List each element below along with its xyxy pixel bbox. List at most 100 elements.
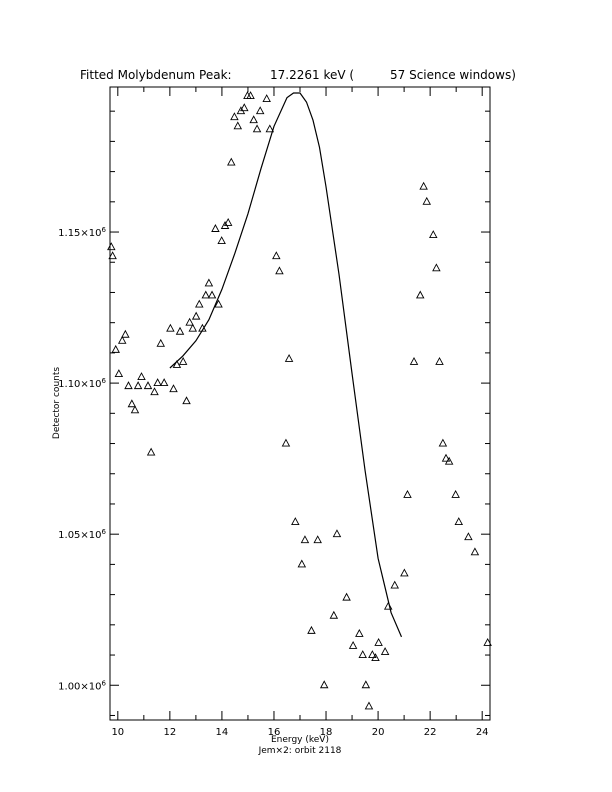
data-point-triangle	[124, 381, 133, 390]
data-point-triangle	[227, 157, 236, 166]
data-point-triangle	[380, 647, 390, 655]
data-point-triangle	[403, 489, 412, 498]
data-point-triangle	[255, 106, 265, 115]
x-axis: 10 12 14 16 18 20 22 24	[111, 87, 489, 738]
chart-title: Fitted Molybdenum Peak: 17.2261 keV ( 57…	[80, 68, 516, 82]
data-point-triangle	[265, 124, 275, 133]
data-point-triangle	[108, 251, 117, 260]
x-tick-label: 16	[268, 727, 281, 738]
data-point-triangle	[361, 680, 371, 689]
data-point-triangle	[201, 290, 211, 299]
data-point-triangle	[233, 121, 243, 130]
y-tick-label: 1.05×106	[58, 528, 106, 541]
data-point-triangle	[195, 299, 204, 308]
data-point-triangle	[198, 323, 207, 332]
data-point-triangle	[441, 453, 451, 462]
data-point-triangle	[166, 323, 175, 332]
x-tick-label: 10	[111, 727, 124, 738]
data-point-triangle	[419, 181, 428, 190]
data-point-triangle	[291, 517, 300, 526]
y-tick-mantissa: 1.10×10	[58, 379, 101, 390]
data-point-triangle	[329, 610, 339, 619]
data-point-triangle	[207, 290, 217, 299]
data-point-triangle	[348, 641, 358, 649]
data-point-triangle	[435, 357, 444, 365]
y-tick-label: 1.00×106	[58, 679, 106, 692]
data-point-triangle	[117, 335, 127, 344]
data-point-triangle	[130, 405, 140, 414]
data-point-triangle	[429, 230, 438, 239]
data-point-triangle	[178, 357, 188, 365]
data-point-triangle	[150, 387, 159, 396]
data-point-triangle	[107, 242, 116, 251]
data-point-triangle	[172, 360, 182, 368]
title-part-1: Fitted Molybdenum Peak:	[80, 68, 232, 82]
data-point-triangle	[368, 650, 377, 658]
data-point-triangle	[214, 299, 223, 308]
y-tick-label: 1.10×106	[58, 377, 106, 390]
data-point-triangle	[342, 592, 351, 601]
data-point-triangle	[464, 532, 473, 541]
title-part-2: 17.2261 keV (	[270, 68, 354, 82]
y-axis-title: Detector counts	[52, 367, 62, 439]
data-point-triangle	[444, 456, 454, 465]
y-tick-exponent: 6	[102, 528, 107, 536]
data-point-triangle	[281, 438, 291, 447]
data-point-triangle	[204, 278, 214, 287]
data-point-triangle	[451, 489, 460, 498]
data-point-triangle	[246, 91, 255, 100]
data-point-triangle	[319, 680, 329, 689]
data-point-triangle	[313, 535, 322, 544]
data-point-triangle	[383, 601, 393, 610]
data-point-triangle	[185, 317, 194, 326]
data-point-triangle	[146, 447, 156, 456]
data-point-triangle	[114, 369, 124, 377]
data-point-triangle	[191, 311, 201, 320]
data-point-triangle	[422, 196, 432, 205]
x-axis-title: Energy (keV)	[271, 735, 329, 745]
data-point-triangle	[156, 338, 166, 347]
data-point-triangle	[182, 396, 191, 405]
data-point-triangle	[284, 353, 294, 362]
data-point-triangle	[175, 326, 185, 335]
data-point-triangle	[252, 124, 262, 133]
data-point-triangle	[355, 628, 364, 637]
data-point-triangle	[415, 290, 425, 299]
data-point-triangle	[240, 103, 249, 112]
x-tick-label: 20	[372, 727, 385, 738]
x-tick-label: 24	[476, 727, 489, 738]
data-point-triangle	[217, 236, 226, 245]
data-point-triangle	[211, 224, 220, 232]
y-tick-mantissa: 1.15×10	[58, 228, 101, 239]
x-tick-label: 14	[216, 727, 229, 738]
footer-label: Jem×2: orbit 2118	[258, 746, 342, 756]
data-points-group	[107, 91, 492, 710]
data-point-triangle	[230, 112, 239, 121]
data-point-triangle	[470, 547, 480, 556]
data-point-triangle	[297, 559, 307, 568]
data-point-triangle	[111, 344, 120, 353]
data-point-triangle	[409, 357, 419, 365]
data-point-triangle	[454, 517, 464, 526]
y-tick-mantissa: 1.00×10	[58, 681, 101, 692]
x-tick-label: 18	[320, 727, 333, 738]
data-point-triangle	[358, 650, 367, 658]
data-point-triangle	[364, 701, 374, 710]
data-point-triangle	[400, 568, 409, 577]
y-tick-label: 1.15×106	[58, 226, 106, 239]
data-point-triangle	[438, 438, 448, 447]
data-point-triangle	[169, 384, 178, 393]
data-point-triangle	[127, 399, 137, 408]
data-point-triangle	[153, 378, 162, 387]
data-point-triangle	[374, 638, 383, 646]
data-point-triangle	[188, 323, 198, 332]
fit-curve-line	[169, 92, 403, 638]
y-tick-exponent: 6	[102, 377, 107, 385]
data-point-triangle	[307, 625, 316, 634]
data-point-triangle	[249, 115, 258, 124]
data-point-triangle	[371, 653, 380, 662]
data-point-triangle	[159, 378, 169, 387]
data-point-triangle	[143, 381, 153, 390]
plot-frame	[109, 86, 491, 721]
data-point-triangle	[137, 372, 146, 381]
